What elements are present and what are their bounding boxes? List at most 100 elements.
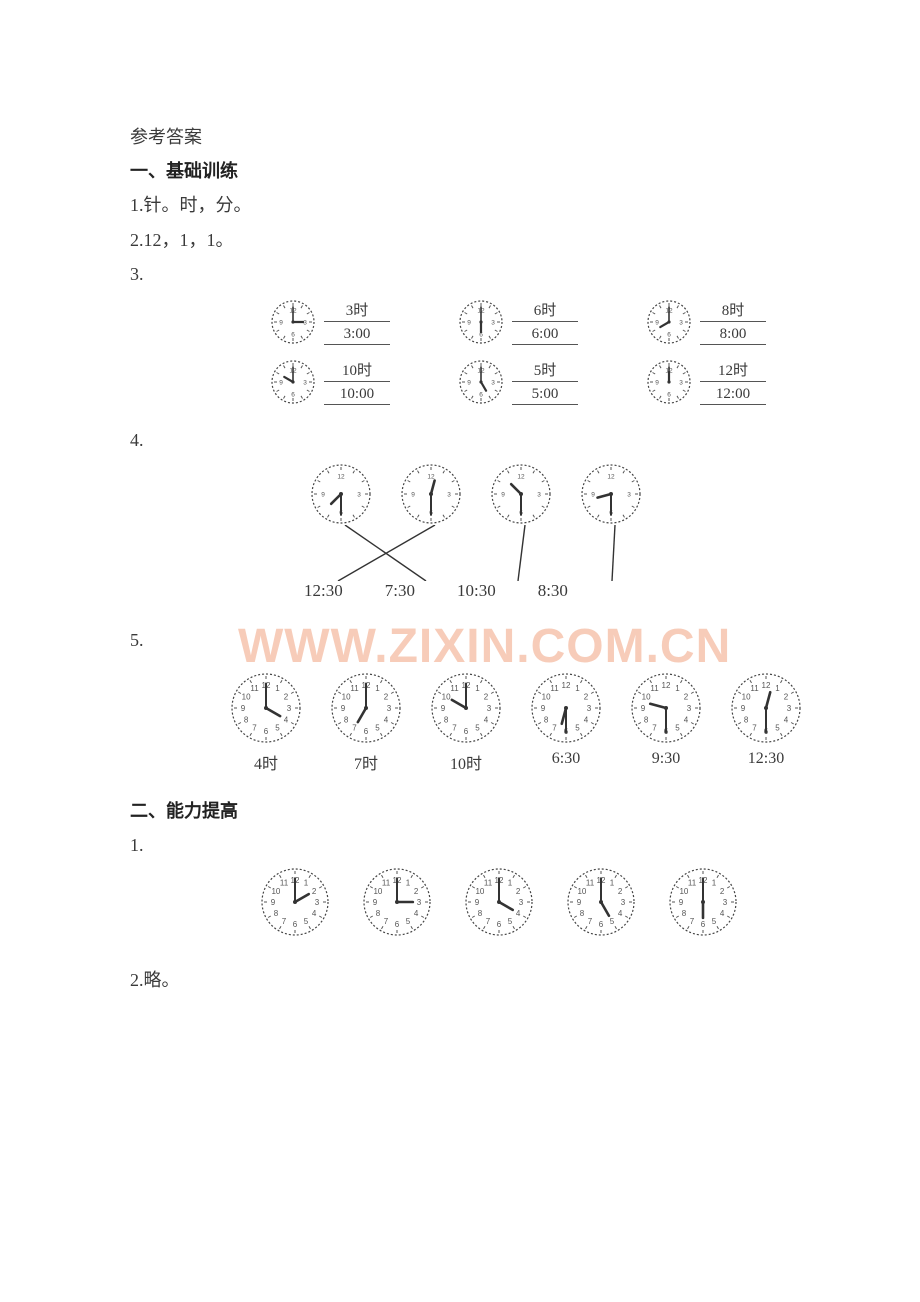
svg-text:3: 3 [315, 897, 320, 906]
svg-text:5: 5 [508, 916, 513, 925]
svg-text:3: 3 [519, 897, 524, 906]
q3-item-labels: 10时10:00 [324, 359, 390, 405]
svg-text:6: 6 [291, 331, 295, 338]
svg-text:4: 4 [284, 715, 289, 724]
svg-text:5: 5 [375, 724, 380, 733]
q3-label-time-digital: 5:00 [512, 386, 578, 405]
svg-text:3: 3 [447, 491, 451, 498]
q5-item: 12345678910111210时 [430, 672, 502, 774]
svg-text:2: 2 [484, 692, 489, 701]
s2q2-text: 略。 [144, 970, 180, 990]
q1-text: 针。时，分。 [144, 195, 252, 215]
svg-text:11: 11 [450, 684, 459, 693]
svg-text:8: 8 [544, 715, 549, 724]
svg-text:7: 7 [588, 916, 593, 925]
svg-text:7: 7 [352, 724, 357, 733]
q3-label-time-cn: 3时 [324, 299, 390, 322]
svg-text:1: 1 [475, 684, 480, 693]
svg-text:3: 3 [621, 897, 626, 906]
clock-icon: 12369 [490, 463, 552, 525]
svg-text:9: 9 [475, 897, 480, 906]
svg-text:2: 2 [384, 692, 389, 701]
q4-clock-item: 12369 [490, 463, 552, 525]
s2q1-clock-item: 123456789101112 [464, 867, 534, 937]
svg-text:3: 3 [417, 897, 422, 906]
svg-text:9: 9 [467, 379, 471, 386]
svg-text:3: 3 [627, 491, 631, 498]
q3-label-time-digital: 10:00 [324, 386, 390, 405]
svg-text:9: 9 [591, 491, 595, 498]
q4-content: 12369123691236912369 12:307:3010:308:30 [310, 463, 860, 601]
q3-item: 123696时6:00 [458, 299, 638, 345]
svg-text:3: 3 [679, 379, 683, 386]
svg-text:9: 9 [541, 704, 546, 713]
clock-icon: 123456789101112 [668, 867, 738, 937]
s2q1-clock-item: 123456789101112 [668, 867, 738, 937]
svg-text:2: 2 [584, 692, 589, 701]
svg-text:10: 10 [642, 692, 651, 701]
q3-item: 123698时8:00 [646, 299, 826, 345]
svg-text:2: 2 [618, 886, 623, 895]
svg-text:11: 11 [750, 684, 759, 693]
section-1-heading: 一、基础训练 [130, 154, 860, 188]
svg-text:1: 1 [304, 878, 309, 887]
svg-text:5: 5 [475, 724, 480, 733]
svg-text:2: 2 [414, 886, 419, 895]
svg-text:6: 6 [667, 331, 671, 338]
q2-line: 2.12，1，1。 [130, 223, 860, 257]
svg-text:7: 7 [252, 724, 257, 733]
s2q1-clock-item: 123456789101112 [362, 867, 432, 937]
svg-text:7: 7 [752, 724, 757, 733]
svg-text:2: 2 [312, 886, 317, 895]
svg-text:5: 5 [675, 724, 680, 733]
q5-item-label: 12:30 [748, 750, 784, 768]
svg-text:8: 8 [682, 908, 687, 917]
svg-text:3: 3 [723, 897, 728, 906]
q4-label: 12:30 [304, 581, 343, 601]
svg-text:3: 3 [687, 704, 692, 713]
q4-lines-svg [314, 525, 674, 581]
svg-text:8: 8 [376, 908, 381, 917]
svg-text:11: 11 [382, 878, 391, 887]
q4-section: 4. [130, 423, 860, 457]
svg-text:6: 6 [395, 919, 400, 928]
svg-text:2: 2 [720, 886, 725, 895]
svg-text:4: 4 [618, 908, 623, 917]
svg-text:9: 9 [577, 897, 582, 906]
svg-text:7: 7 [486, 916, 491, 925]
s2q1-section: 1. [130, 828, 860, 862]
q4-clock-item: 12369 [310, 463, 372, 525]
svg-text:12: 12 [337, 473, 345, 480]
svg-text:11: 11 [280, 878, 289, 887]
svg-text:11: 11 [484, 878, 493, 887]
svg-text:12: 12 [517, 473, 525, 480]
watermark-text: WWW.ZIXIN.COM.CN [238, 619, 860, 674]
q5-item: 1234567891011127时 [330, 672, 402, 774]
q3-row-1: 123693时3:00123696时6:00123698时8:00 [270, 299, 860, 345]
q5-section: 5. WWW.ZIXIN.COM.CN [130, 623, 860, 668]
svg-text:9: 9 [373, 897, 378, 906]
q3-label-time-digital: 3:00 [324, 326, 390, 345]
q3-item: 1236912时12:00 [646, 359, 826, 405]
svg-text:6: 6 [667, 391, 671, 398]
q3-label-time-cn: 6时 [512, 299, 578, 322]
q5-item: 1234567891011126:30 [530, 672, 602, 774]
svg-text:9: 9 [279, 379, 283, 386]
s2q2-num: 2. [130, 970, 144, 990]
svg-text:7: 7 [690, 916, 695, 925]
svg-text:12: 12 [607, 473, 615, 480]
svg-text:6: 6 [291, 391, 295, 398]
svg-text:10: 10 [373, 886, 382, 895]
svg-text:11: 11 [586, 878, 595, 887]
svg-text:3: 3 [587, 704, 592, 713]
clock-icon: 12369 [400, 463, 462, 525]
svg-text:10: 10 [542, 692, 551, 701]
svg-text:3: 3 [787, 704, 792, 713]
svg-text:2: 2 [784, 692, 789, 701]
svg-text:5: 5 [712, 916, 717, 925]
q3-item: 1236910时10:00 [270, 359, 450, 405]
s2q1-clock-item: 123456789101112 [566, 867, 636, 937]
clock-icon: 12369 [458, 299, 504, 345]
svg-text:6: 6 [497, 919, 502, 928]
svg-text:7: 7 [452, 724, 457, 733]
